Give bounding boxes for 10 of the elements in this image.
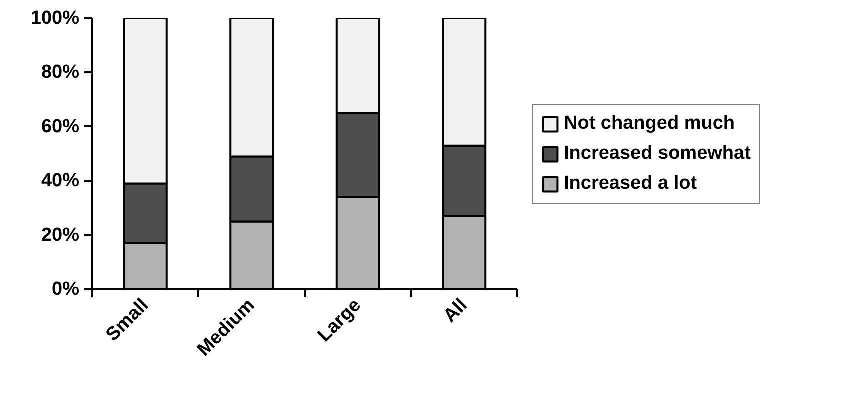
y-tick-label: 40% bbox=[41, 170, 80, 192]
legend-label: Increased somewhat bbox=[564, 142, 751, 164]
legend-label: Not changed much bbox=[564, 112, 736, 134]
legend-label: Increased a lot bbox=[564, 172, 698, 194]
y-tick-label: 0% bbox=[52, 279, 80, 300]
y-tick-label: 20% bbox=[41, 224, 80, 246]
y-tick-label: 100% bbox=[30, 8, 80, 29]
y-tick-label: 80% bbox=[41, 62, 80, 84]
x-tick-label: All bbox=[440, 295, 472, 328]
y-tick-label: 60% bbox=[41, 116, 80, 138]
